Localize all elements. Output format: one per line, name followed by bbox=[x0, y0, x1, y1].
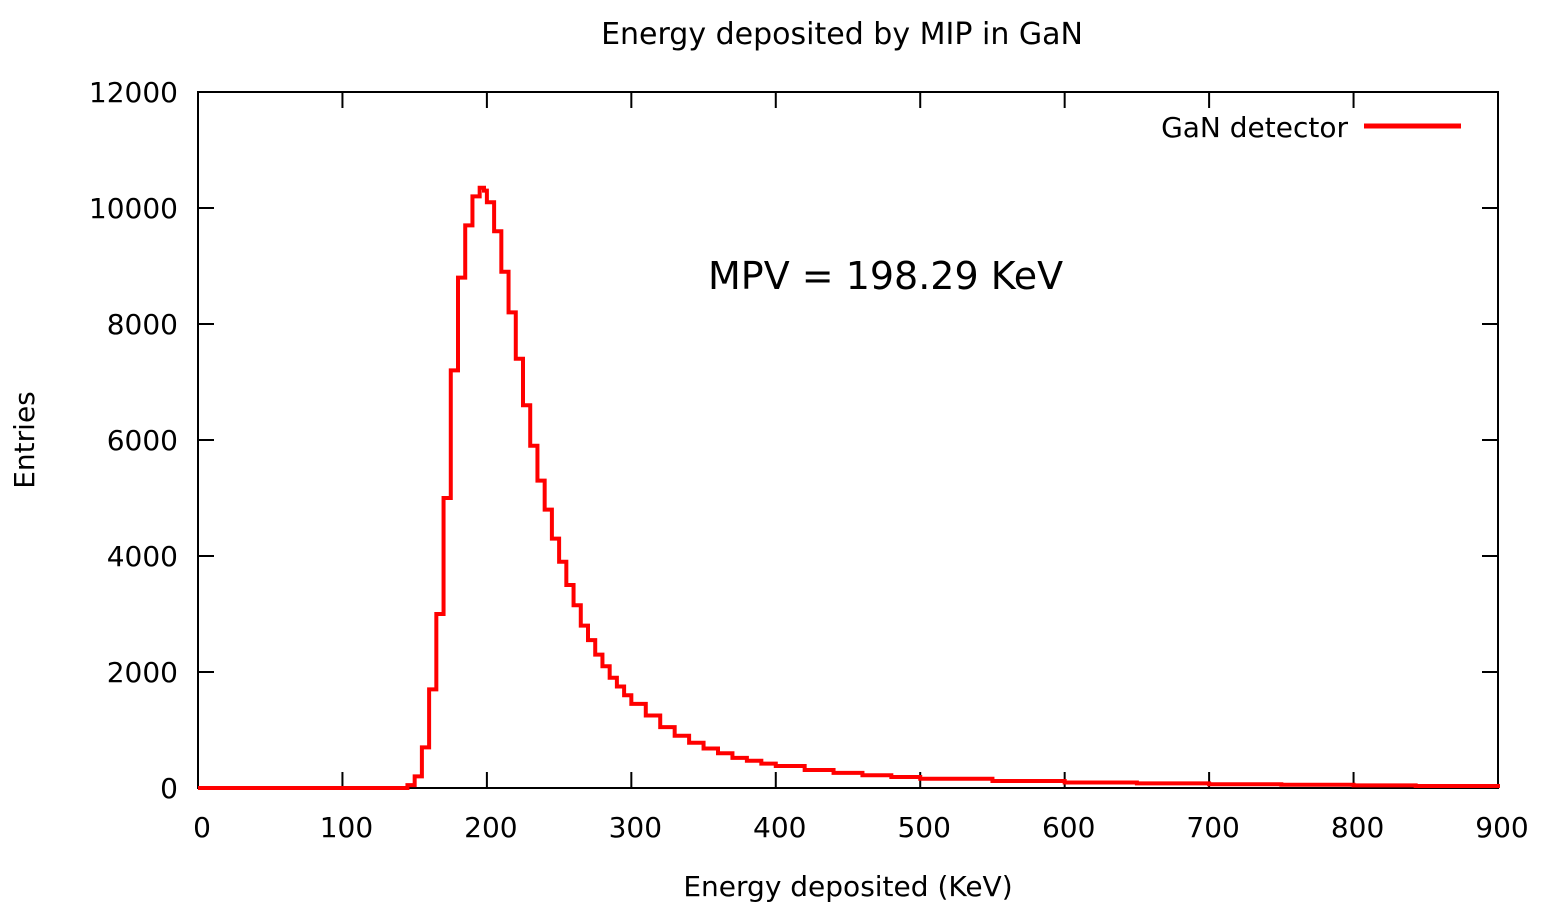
x-tick-label: 100 bbox=[320, 811, 373, 844]
y-tick-label: 0 bbox=[160, 772, 178, 805]
chart-title: Energy deposited by MIP in GaN bbox=[601, 17, 1083, 52]
legend-label: GaN detector bbox=[1161, 111, 1348, 144]
x-tick-label: 500 bbox=[897, 811, 950, 844]
axis-ticks bbox=[198, 92, 1498, 788]
x-tick-label: 600 bbox=[1042, 811, 1095, 844]
x-tick-label: 800 bbox=[1331, 811, 1384, 844]
legend: GaN detector bbox=[1161, 111, 1461, 144]
x-tick-label: 700 bbox=[1186, 811, 1239, 844]
y-tick-label: 8000 bbox=[107, 308, 178, 341]
mpv-annotation: MPV = 198.29 KeV bbox=[708, 254, 1063, 298]
plot-border bbox=[197, 91, 1499, 789]
y-tick-label: 6000 bbox=[107, 424, 178, 457]
x-tick-label: 0 bbox=[193, 811, 211, 844]
series-line bbox=[198, 185, 1500, 790]
x-tick-label: 200 bbox=[464, 811, 517, 844]
plot-area bbox=[197, 91, 1499, 789]
x-tick-labels: 0 100 200 300 400 500 600 700 800 900 bbox=[193, 811, 1529, 844]
x-tick-label: 900 bbox=[1475, 811, 1528, 844]
y-tick-label: 4000 bbox=[107, 540, 178, 573]
series-group bbox=[198, 185, 1500, 790]
y-tick-label: 10000 bbox=[89, 192, 178, 225]
x-axis-label: Energy deposited (KeV) bbox=[683, 870, 1012, 903]
x-tick-label: 300 bbox=[609, 811, 662, 844]
y-tick-label: 12000 bbox=[89, 76, 178, 109]
y-axis-label: Entries bbox=[8, 391, 41, 489]
y-tick-label: 2000 bbox=[107, 656, 178, 689]
y-tick-labels: 0 2000 4000 6000 8000 10000 12000 bbox=[89, 76, 178, 805]
x-tick-label: 400 bbox=[753, 811, 806, 844]
